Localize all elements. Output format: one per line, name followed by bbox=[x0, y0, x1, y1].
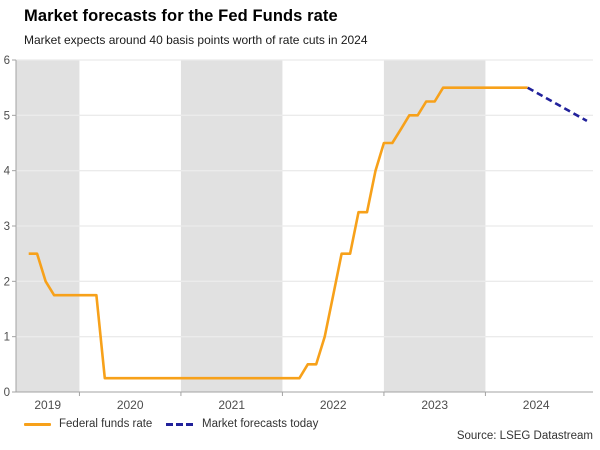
chart-subtitle: Market expects around 40 basis points wo… bbox=[24, 33, 368, 47]
y-tick-label: 0 bbox=[4, 387, 10, 399]
dashed-line-swatch-icon bbox=[166, 422, 194, 426]
x-tick-label: 2020 bbox=[117, 398, 144, 412]
legend-item-market-forecasts: Market forecasts today bbox=[166, 415, 318, 433]
legend-item-federal-funds-rate: Federal funds rate bbox=[24, 415, 152, 433]
x-tick-label: 2022 bbox=[320, 398, 347, 412]
y-tick-label: 1 bbox=[4, 332, 10, 344]
y-tick-label: 3 bbox=[4, 221, 10, 233]
x-tick-label: 2023 bbox=[421, 398, 448, 412]
series-forecast bbox=[527, 86, 588, 123]
solid-line-swatch-icon bbox=[24, 422, 51, 426]
y-tick-label: 4 bbox=[4, 166, 11, 178]
x-tick-label: 2024 bbox=[523, 398, 550, 412]
y-tick-label: 5 bbox=[4, 110, 10, 122]
plot-area: 0 1 2 3 4 5 6 2019 2020 2021 2022 2023 2024 bbox=[4, 55, 593, 412]
series-fed-funds-rate bbox=[28, 86, 528, 380]
legend-label: Market forecasts today bbox=[202, 418, 319, 430]
y-tick-label: 6 bbox=[4, 55, 10, 67]
y-tick-label: 2 bbox=[4, 276, 10, 288]
legend: Federal funds rate Market forecasts toda… bbox=[0, 415, 600, 433]
source-credit: Source: LSEG Datastream bbox=[456, 430, 593, 442]
x-tick-label: 2019 bbox=[34, 398, 61, 412]
legend-label: Federal funds rate bbox=[59, 418, 153, 430]
chart-title: Market forecasts for the Fed Funds rate bbox=[24, 7, 338, 25]
x-tick-label: 2021 bbox=[218, 398, 245, 412]
